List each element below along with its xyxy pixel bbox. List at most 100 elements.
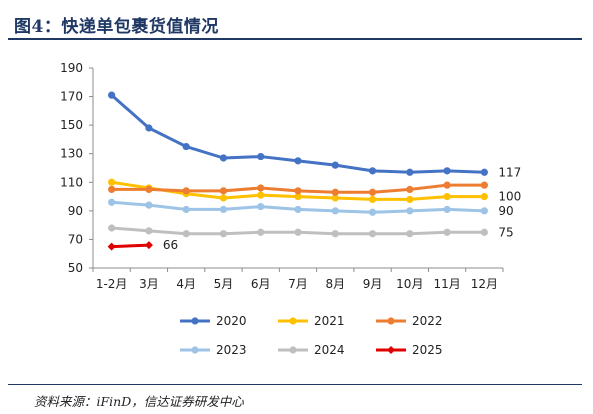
x-tick-label: 10月 — [396, 277, 423, 291]
series-2022 — [108, 181, 488, 196]
data-point — [294, 228, 302, 236]
data-point — [257, 191, 265, 199]
data-point — [331, 188, 339, 196]
series-lines — [107, 91, 488, 251]
legend-label: 2021 — [314, 314, 345, 328]
data-point — [480, 192, 488, 201]
y-tick-label: 90 — [68, 204, 83, 218]
series-2020 — [108, 91, 488, 176]
y-tick-label: 50 — [68, 261, 83, 275]
data-point — [257, 184, 265, 192]
data-point — [331, 161, 339, 169]
x-tick-label: 8月 — [325, 277, 345, 291]
data-point — [294, 157, 302, 165]
data-point — [257, 202, 265, 211]
x-tick-label: 12月 — [471, 277, 498, 291]
data-point — [219, 230, 228, 238]
data-point — [145, 227, 153, 235]
y-axis: 50 70 90 110 130 150 170 190 — [60, 61, 94, 275]
x-tick-label: 9月 — [363, 277, 383, 291]
data-point — [257, 152, 265, 161]
legend-item-2022: 2022 — [376, 314, 443, 328]
legend-label: 2024 — [314, 343, 345, 357]
data-point — [145, 185, 153, 194]
legend-item-2021: 2021 — [278, 314, 345, 328]
data-point — [182, 205, 190, 214]
series-2023 — [108, 198, 488, 216]
data-point — [294, 192, 302, 201]
data-point — [368, 195, 377, 204]
source-note: 资料来源：iFinD，信达证券研发中心 — [34, 394, 244, 409]
legend-label: 2020 — [216, 314, 247, 328]
data-point — [480, 228, 488, 236]
data-point — [108, 185, 116, 194]
legend-marker — [191, 346, 199, 354]
data-point — [219, 194, 228, 202]
data-label-2020: 117 — [498, 165, 521, 179]
x-tick-label: 11月 — [433, 277, 460, 291]
data-point — [108, 224, 116, 232]
data-point — [406, 195, 414, 204]
x-tick-label: 5月 — [214, 277, 234, 291]
data-point — [443, 181, 451, 189]
data-point — [219, 205, 228, 214]
data-point — [294, 205, 302, 214]
data-label-2024: 75 — [498, 225, 513, 239]
legend-marker — [289, 346, 297, 354]
data-point — [257, 228, 265, 236]
x-tick-label: 6月 — [251, 277, 271, 291]
y-tick-label: 170 — [60, 90, 83, 104]
data-point — [219, 154, 228, 162]
data-point — [182, 230, 190, 238]
series-2024 — [108, 224, 488, 238]
legend-label: 2022 — [412, 314, 443, 328]
data-point — [108, 91, 116, 99]
data-point — [406, 168, 414, 176]
title-divider — [8, 38, 582, 40]
y-tick-label: 110 — [60, 175, 83, 189]
data-point — [219, 187, 228, 195]
x-axis: 1-2月 3月 4月 5月 6月 7月 8月 9月 10月 11月 12月 — [92, 267, 504, 291]
data-point — [406, 230, 414, 238]
y-tick-label: 190 — [60, 61, 83, 75]
x-tick-label: 3月 — [139, 277, 159, 291]
source-divider — [8, 384, 582, 385]
data-point — [480, 168, 488, 176]
x-tick-label: 7月 — [288, 277, 308, 291]
data-point — [331, 194, 339, 202]
data-point — [443, 167, 451, 175]
x-tick-label: 1-2月 — [96, 277, 128, 291]
data-point — [331, 207, 339, 215]
legend-marker — [387, 346, 395, 354]
data-point — [443, 192, 451, 201]
data-point — [443, 205, 451, 214]
legend-item-2023: 2023 — [180, 343, 247, 357]
data-point — [108, 178, 116, 186]
data-label-2021: 100 — [498, 190, 521, 204]
data-point — [480, 207, 488, 215]
series-2025 — [107, 241, 153, 251]
data-point — [182, 142, 190, 151]
legend-marker — [387, 317, 395, 325]
legend-marker — [289, 317, 297, 325]
data-point — [480, 181, 488, 189]
data-point — [145, 124, 153, 132]
line-chart: 50 70 90 110 130 150 170 190 1-2月 3月 4月 5月 6月 7月 8月 9月… — [60, 61, 521, 357]
data-point — [108, 198, 116, 206]
data-point — [144, 241, 153, 250]
data-point — [145, 201, 153, 209]
data-point — [406, 207, 414, 215]
data-point — [294, 187, 302, 195]
data-label-2023: 90 — [498, 204, 513, 218]
data-point — [368, 208, 377, 216]
data-point — [368, 167, 377, 175]
data-point — [443, 228, 451, 236]
x-tick-label: 4月 — [176, 277, 196, 291]
legend-label: 2025 — [412, 343, 443, 357]
data-point — [331, 230, 339, 238]
legend-item-2020: 2020 — [180, 314, 247, 328]
legend-marker — [191, 317, 199, 325]
figure-title: 图4：快递单包裹货值情况 — [14, 17, 219, 37]
legend-item-2025: 2025 — [376, 343, 443, 357]
